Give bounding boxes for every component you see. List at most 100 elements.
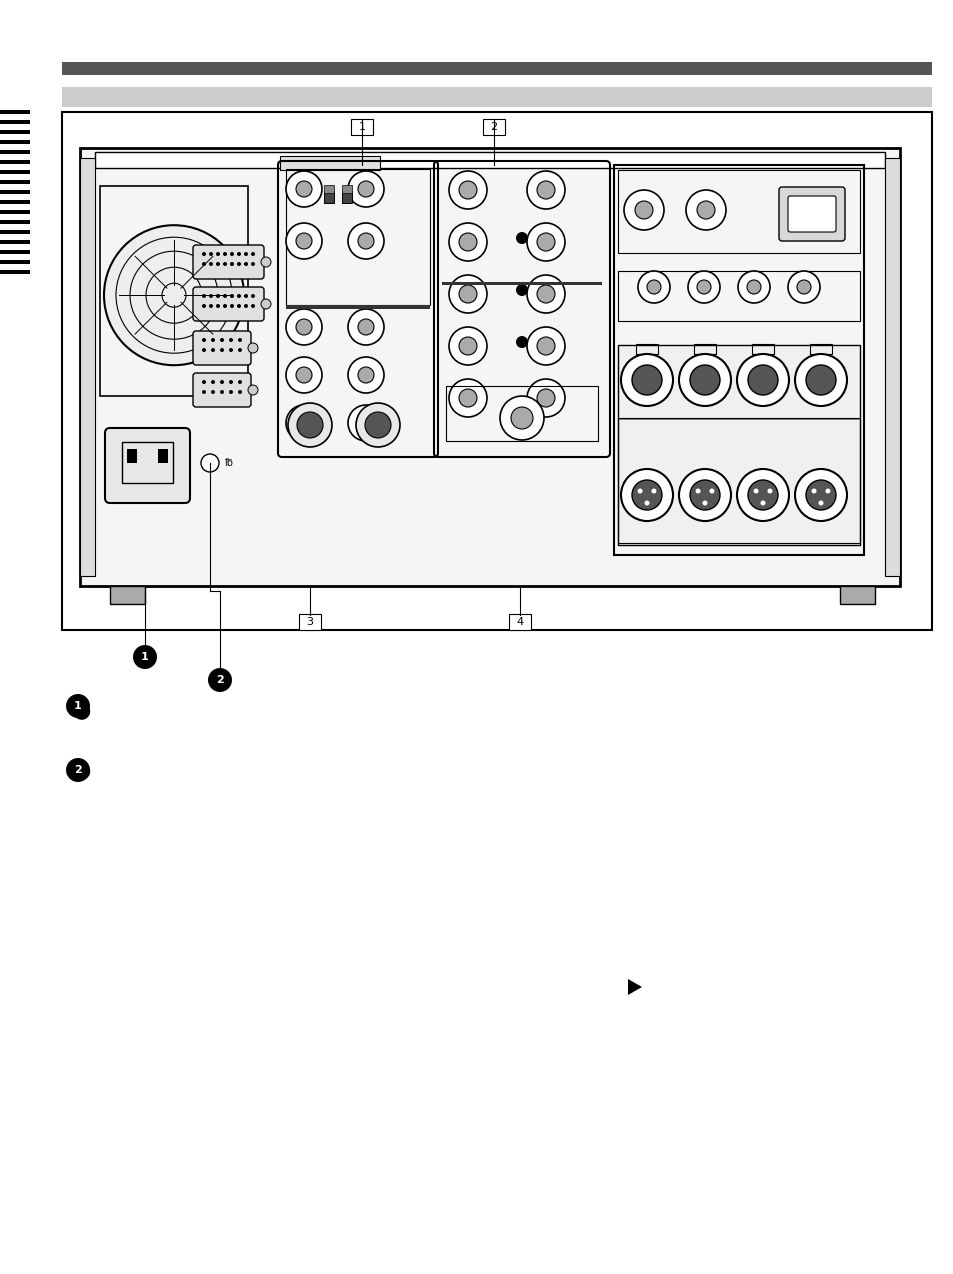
Bar bbox=[0, 200, 30, 204]
Bar bbox=[0, 250, 30, 254]
FancyBboxPatch shape bbox=[193, 245, 264, 279]
Circle shape bbox=[223, 304, 227, 308]
Bar bbox=[0, 231, 30, 234]
Circle shape bbox=[229, 380, 233, 383]
Circle shape bbox=[357, 233, 374, 248]
Bar bbox=[809, 344, 831, 354]
Circle shape bbox=[537, 389, 555, 406]
Bar bbox=[62, 62, 931, 75]
Circle shape bbox=[202, 262, 206, 266]
FancyBboxPatch shape bbox=[105, 428, 190, 503]
Circle shape bbox=[646, 280, 660, 294]
Circle shape bbox=[357, 181, 374, 197]
Circle shape bbox=[511, 406, 533, 429]
Circle shape bbox=[348, 171, 384, 206]
Circle shape bbox=[104, 225, 244, 366]
Circle shape bbox=[737, 354, 788, 406]
FancyBboxPatch shape bbox=[787, 196, 835, 232]
Bar bbox=[127, 448, 137, 462]
Bar bbox=[341, 185, 352, 192]
Circle shape bbox=[635, 201, 652, 219]
Circle shape bbox=[526, 327, 564, 364]
Circle shape bbox=[230, 304, 233, 308]
Circle shape bbox=[348, 357, 384, 392]
Circle shape bbox=[237, 348, 242, 352]
Circle shape bbox=[458, 233, 476, 251]
Bar bbox=[95, 152, 884, 168]
Bar bbox=[618, 169, 859, 254]
Circle shape bbox=[746, 280, 760, 294]
Circle shape bbox=[620, 469, 672, 521]
Circle shape bbox=[516, 232, 527, 245]
FancyBboxPatch shape bbox=[193, 331, 251, 364]
Text: 1: 1 bbox=[358, 122, 365, 132]
Circle shape bbox=[679, 354, 730, 406]
Circle shape bbox=[701, 501, 707, 506]
FancyBboxPatch shape bbox=[509, 614, 531, 631]
Circle shape bbox=[638, 271, 669, 303]
Circle shape bbox=[537, 233, 555, 251]
Circle shape bbox=[201, 454, 219, 471]
Bar bbox=[840, 586, 874, 604]
Circle shape bbox=[220, 380, 224, 383]
Circle shape bbox=[620, 354, 672, 406]
Circle shape bbox=[209, 304, 213, 308]
Circle shape bbox=[458, 181, 476, 199]
Circle shape bbox=[689, 480, 720, 510]
Circle shape bbox=[237, 390, 242, 394]
Circle shape bbox=[202, 294, 206, 298]
Circle shape bbox=[689, 364, 720, 395]
Circle shape bbox=[526, 171, 564, 209]
Circle shape bbox=[499, 396, 543, 440]
Circle shape bbox=[261, 257, 271, 268]
Polygon shape bbox=[627, 978, 641, 995]
Circle shape bbox=[697, 201, 714, 219]
Bar bbox=[62, 112, 931, 631]
Circle shape bbox=[288, 403, 332, 447]
Circle shape bbox=[623, 190, 663, 231]
Bar bbox=[618, 345, 859, 545]
Circle shape bbox=[295, 233, 312, 248]
Circle shape bbox=[237, 338, 242, 341]
Circle shape bbox=[348, 310, 384, 345]
FancyBboxPatch shape bbox=[779, 187, 844, 241]
Circle shape bbox=[679, 469, 730, 521]
Circle shape bbox=[824, 488, 829, 493]
Circle shape bbox=[348, 223, 384, 259]
Circle shape bbox=[132, 645, 157, 669]
Circle shape bbox=[223, 262, 227, 266]
Bar bbox=[809, 355, 831, 364]
Circle shape bbox=[687, 271, 720, 303]
Circle shape bbox=[516, 284, 527, 296]
Circle shape bbox=[236, 304, 241, 308]
Circle shape bbox=[796, 280, 810, 294]
Circle shape bbox=[516, 336, 527, 348]
Bar bbox=[446, 386, 598, 441]
Circle shape bbox=[805, 364, 835, 395]
Circle shape bbox=[449, 171, 486, 209]
Bar bbox=[0, 169, 30, 175]
Circle shape bbox=[365, 412, 391, 438]
Circle shape bbox=[202, 338, 206, 341]
Bar bbox=[0, 140, 30, 144]
Bar bbox=[324, 191, 334, 203]
Bar bbox=[0, 110, 30, 113]
Bar bbox=[341, 191, 352, 203]
Bar bbox=[884, 158, 899, 576]
Bar bbox=[0, 210, 30, 214]
Circle shape bbox=[787, 271, 820, 303]
Circle shape bbox=[357, 415, 374, 431]
Circle shape bbox=[202, 304, 206, 308]
Bar bbox=[618, 271, 859, 321]
Bar bbox=[286, 304, 430, 310]
Circle shape bbox=[631, 364, 661, 395]
Bar bbox=[751, 344, 773, 354]
Circle shape bbox=[236, 262, 241, 266]
Circle shape bbox=[295, 367, 312, 383]
FancyBboxPatch shape bbox=[193, 287, 264, 321]
Text: 2: 2 bbox=[74, 764, 82, 775]
Circle shape bbox=[753, 488, 758, 493]
Circle shape bbox=[66, 694, 90, 719]
Circle shape bbox=[248, 343, 257, 353]
Circle shape bbox=[295, 318, 312, 335]
